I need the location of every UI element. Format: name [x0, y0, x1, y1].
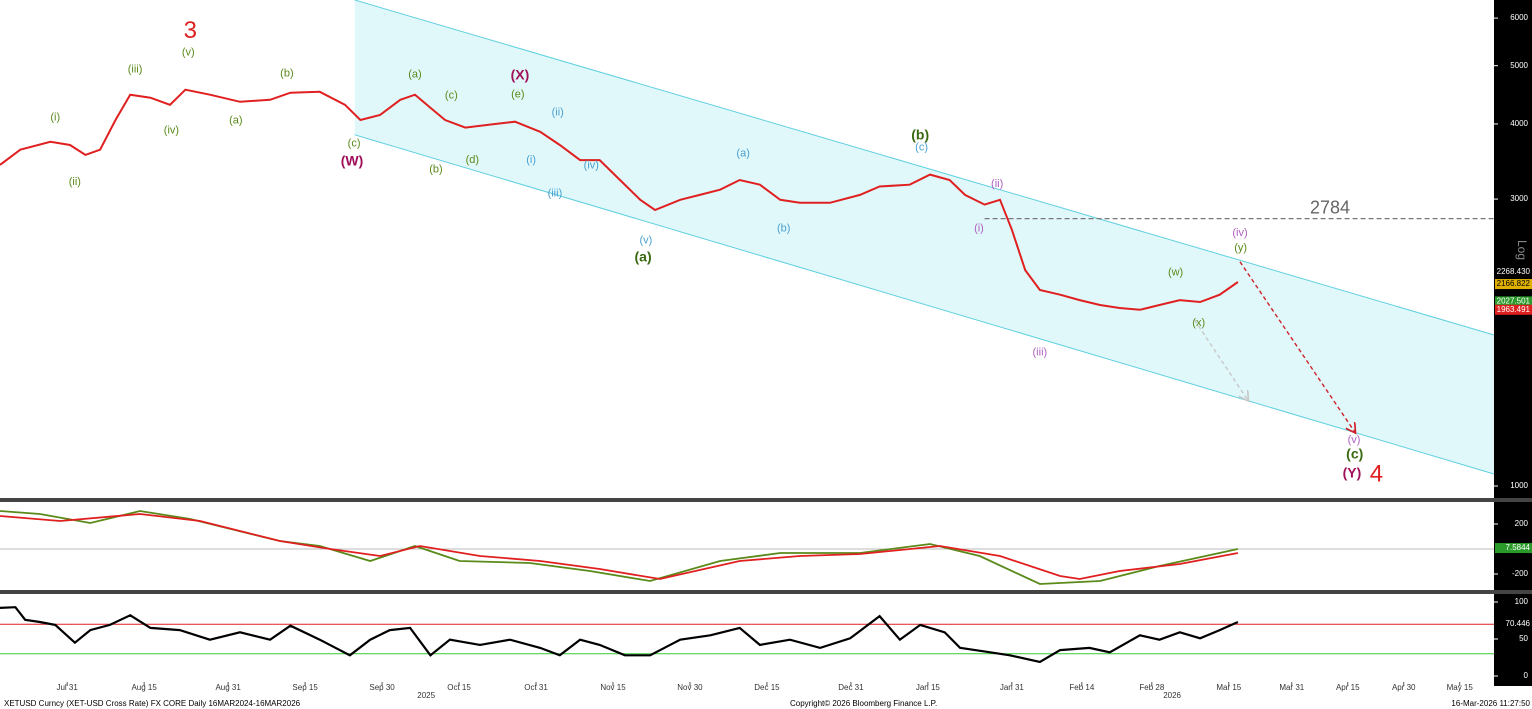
x-tick-label: Nov 15	[600, 683, 626, 692]
wave-label: (i)	[974, 223, 984, 235]
wave-label: (d)	[466, 154, 479, 166]
x-tick-label: Sep 30	[369, 683, 395, 692]
footer-right: 16-Mar-2026 11:27:50	[1451, 699, 1530, 708]
wave-label: (y)	[1234, 242, 1247, 254]
y-tick-label: 6000	[1510, 13, 1528, 22]
price-tag	[1495, 618, 1532, 629]
x-tick-label: Dec 15	[754, 683, 780, 692]
price-line	[0, 88, 1239, 311]
x-tick-label: Aug 15	[131, 683, 157, 692]
wave-label: (iv)	[1232, 227, 1247, 239]
x-tick-label: Jan 31	[1000, 683, 1025, 692]
price-tag-label: 1963.491	[1497, 305, 1531, 314]
wave-label: (X)	[511, 66, 530, 82]
forecast-arrow	[1193, 319, 1248, 400]
y-tick-label: 5000	[1510, 61, 1528, 70]
price-tag-label: 2268.430	[1497, 267, 1531, 276]
x-tick-label: Apr 15	[1336, 683, 1360, 692]
wave-label: (ii)	[69, 176, 81, 188]
wave-label: (Y)	[1343, 465, 1362, 481]
wave-label: (c)	[1346, 446, 1363, 462]
wave-label: (c)	[915, 142, 928, 154]
y-axis-label: Log	[1515, 240, 1529, 260]
channel-edge	[354, 134, 1495, 475]
wave-label: (v)	[182, 47, 195, 59]
price-line	[0, 606, 1239, 664]
footer-center: Copyright© 2026 Bloomberg Finance L.P.	[790, 699, 937, 708]
y-tick-label: 4000	[1510, 119, 1528, 128]
x-tick-label: Mar 31	[1279, 683, 1304, 692]
x-tick-label: Aug 31	[215, 683, 241, 692]
wave-label: (i)	[50, 112, 60, 124]
x-tick-label: Sep 15	[292, 683, 318, 692]
price-tag	[1495, 304, 1532, 315]
year-label: 2025	[417, 691, 435, 700]
price-tag-label: 2166.822	[1497, 279, 1531, 288]
x-tick-label: Nov 30	[677, 683, 703, 692]
series-line	[0, 513, 1239, 580]
wave-label: (c)	[445, 90, 458, 102]
wave-label: 3	[184, 17, 197, 44]
x-tick-label: Dec 31	[838, 683, 864, 692]
price-tag	[1495, 543, 1532, 554]
wave-label: (b)	[777, 223, 790, 235]
wave-label: (iii)	[548, 188, 563, 200]
x-tick-label: Apr 30	[1392, 683, 1416, 692]
channel	[354, 0, 1494, 474]
panel-separator	[0, 590, 1532, 594]
series-line	[0, 510, 1239, 585]
wave-label: (b)	[429, 164, 442, 176]
wave-label: (i)	[526, 154, 536, 166]
wave-label: (ii)	[991, 178, 1003, 190]
x-tick-label: Oct 31	[524, 683, 548, 692]
x-tick-label: Feb 14	[1069, 683, 1094, 692]
y-tick-label: 1000	[1510, 481, 1528, 490]
y-tick-label: 100	[1515, 597, 1529, 606]
wave-label: (x)	[1192, 317, 1205, 329]
level-label: 2784	[1310, 197, 1350, 217]
wave-label: (iv)	[584, 160, 599, 172]
forecast-arrow	[1239, 261, 1355, 432]
wave-label: (w)	[1168, 267, 1183, 279]
wave-label: (iii)	[1033, 347, 1048, 359]
wave-label: (ii)	[552, 107, 564, 119]
x-tick-label: Jul 31	[56, 683, 78, 692]
x-tick-label: Jan 15	[916, 683, 941, 692]
panel-separator	[0, 498, 1532, 502]
y-tick-label: 200	[1515, 519, 1529, 528]
price-tag	[1495, 296, 1532, 307]
y-tick-label: 3000	[1510, 194, 1528, 203]
wave-label: (b)	[911, 126, 929, 142]
x-tick-label: Feb 28	[1139, 683, 1164, 692]
wave-label: (W)	[341, 153, 364, 169]
wave-label: 4	[1370, 460, 1383, 487]
y-tick-label: 0	[1524, 671, 1529, 680]
price-tag-label: 2027.501	[1497, 297, 1531, 306]
wave-label: (c)	[348, 138, 361, 150]
price-tag	[1495, 267, 1532, 278]
wave-label: (v)	[639, 235, 652, 247]
year-label: 2026	[1163, 691, 1181, 700]
channel-edge	[354, 0, 1495, 336]
wave-label: (a)	[736, 148, 749, 160]
wave-label: (b)	[280, 68, 293, 80]
x-tick-label: May 15	[1447, 683, 1474, 692]
wave-label: (iii)	[128, 64, 143, 76]
wave-label: (a)	[229, 115, 242, 127]
y-tick-label: 50	[1519, 634, 1528, 643]
wave-label: (v)	[1348, 434, 1361, 446]
right-axis-panel	[1494, 0, 1532, 686]
footer-left: XETUSD Curncy (XET-USD Cross Rate) FX CO…	[4, 699, 301, 708]
y-tick-label: -200	[1512, 569, 1529, 578]
wave-label: (a)	[635, 249, 652, 265]
wave-label: (e)	[511, 89, 524, 101]
price-tag-label: 7.5844	[1506, 543, 1531, 552]
wave-label: (a)	[408, 69, 421, 81]
wave-label: (iv)	[164, 125, 179, 137]
x-tick-label: Oct 15	[447, 683, 471, 692]
price-tag	[1495, 279, 1532, 290]
price-tag-label: 70.446	[1506, 619, 1531, 628]
x-tick-label: Mar 15	[1216, 683, 1241, 692]
